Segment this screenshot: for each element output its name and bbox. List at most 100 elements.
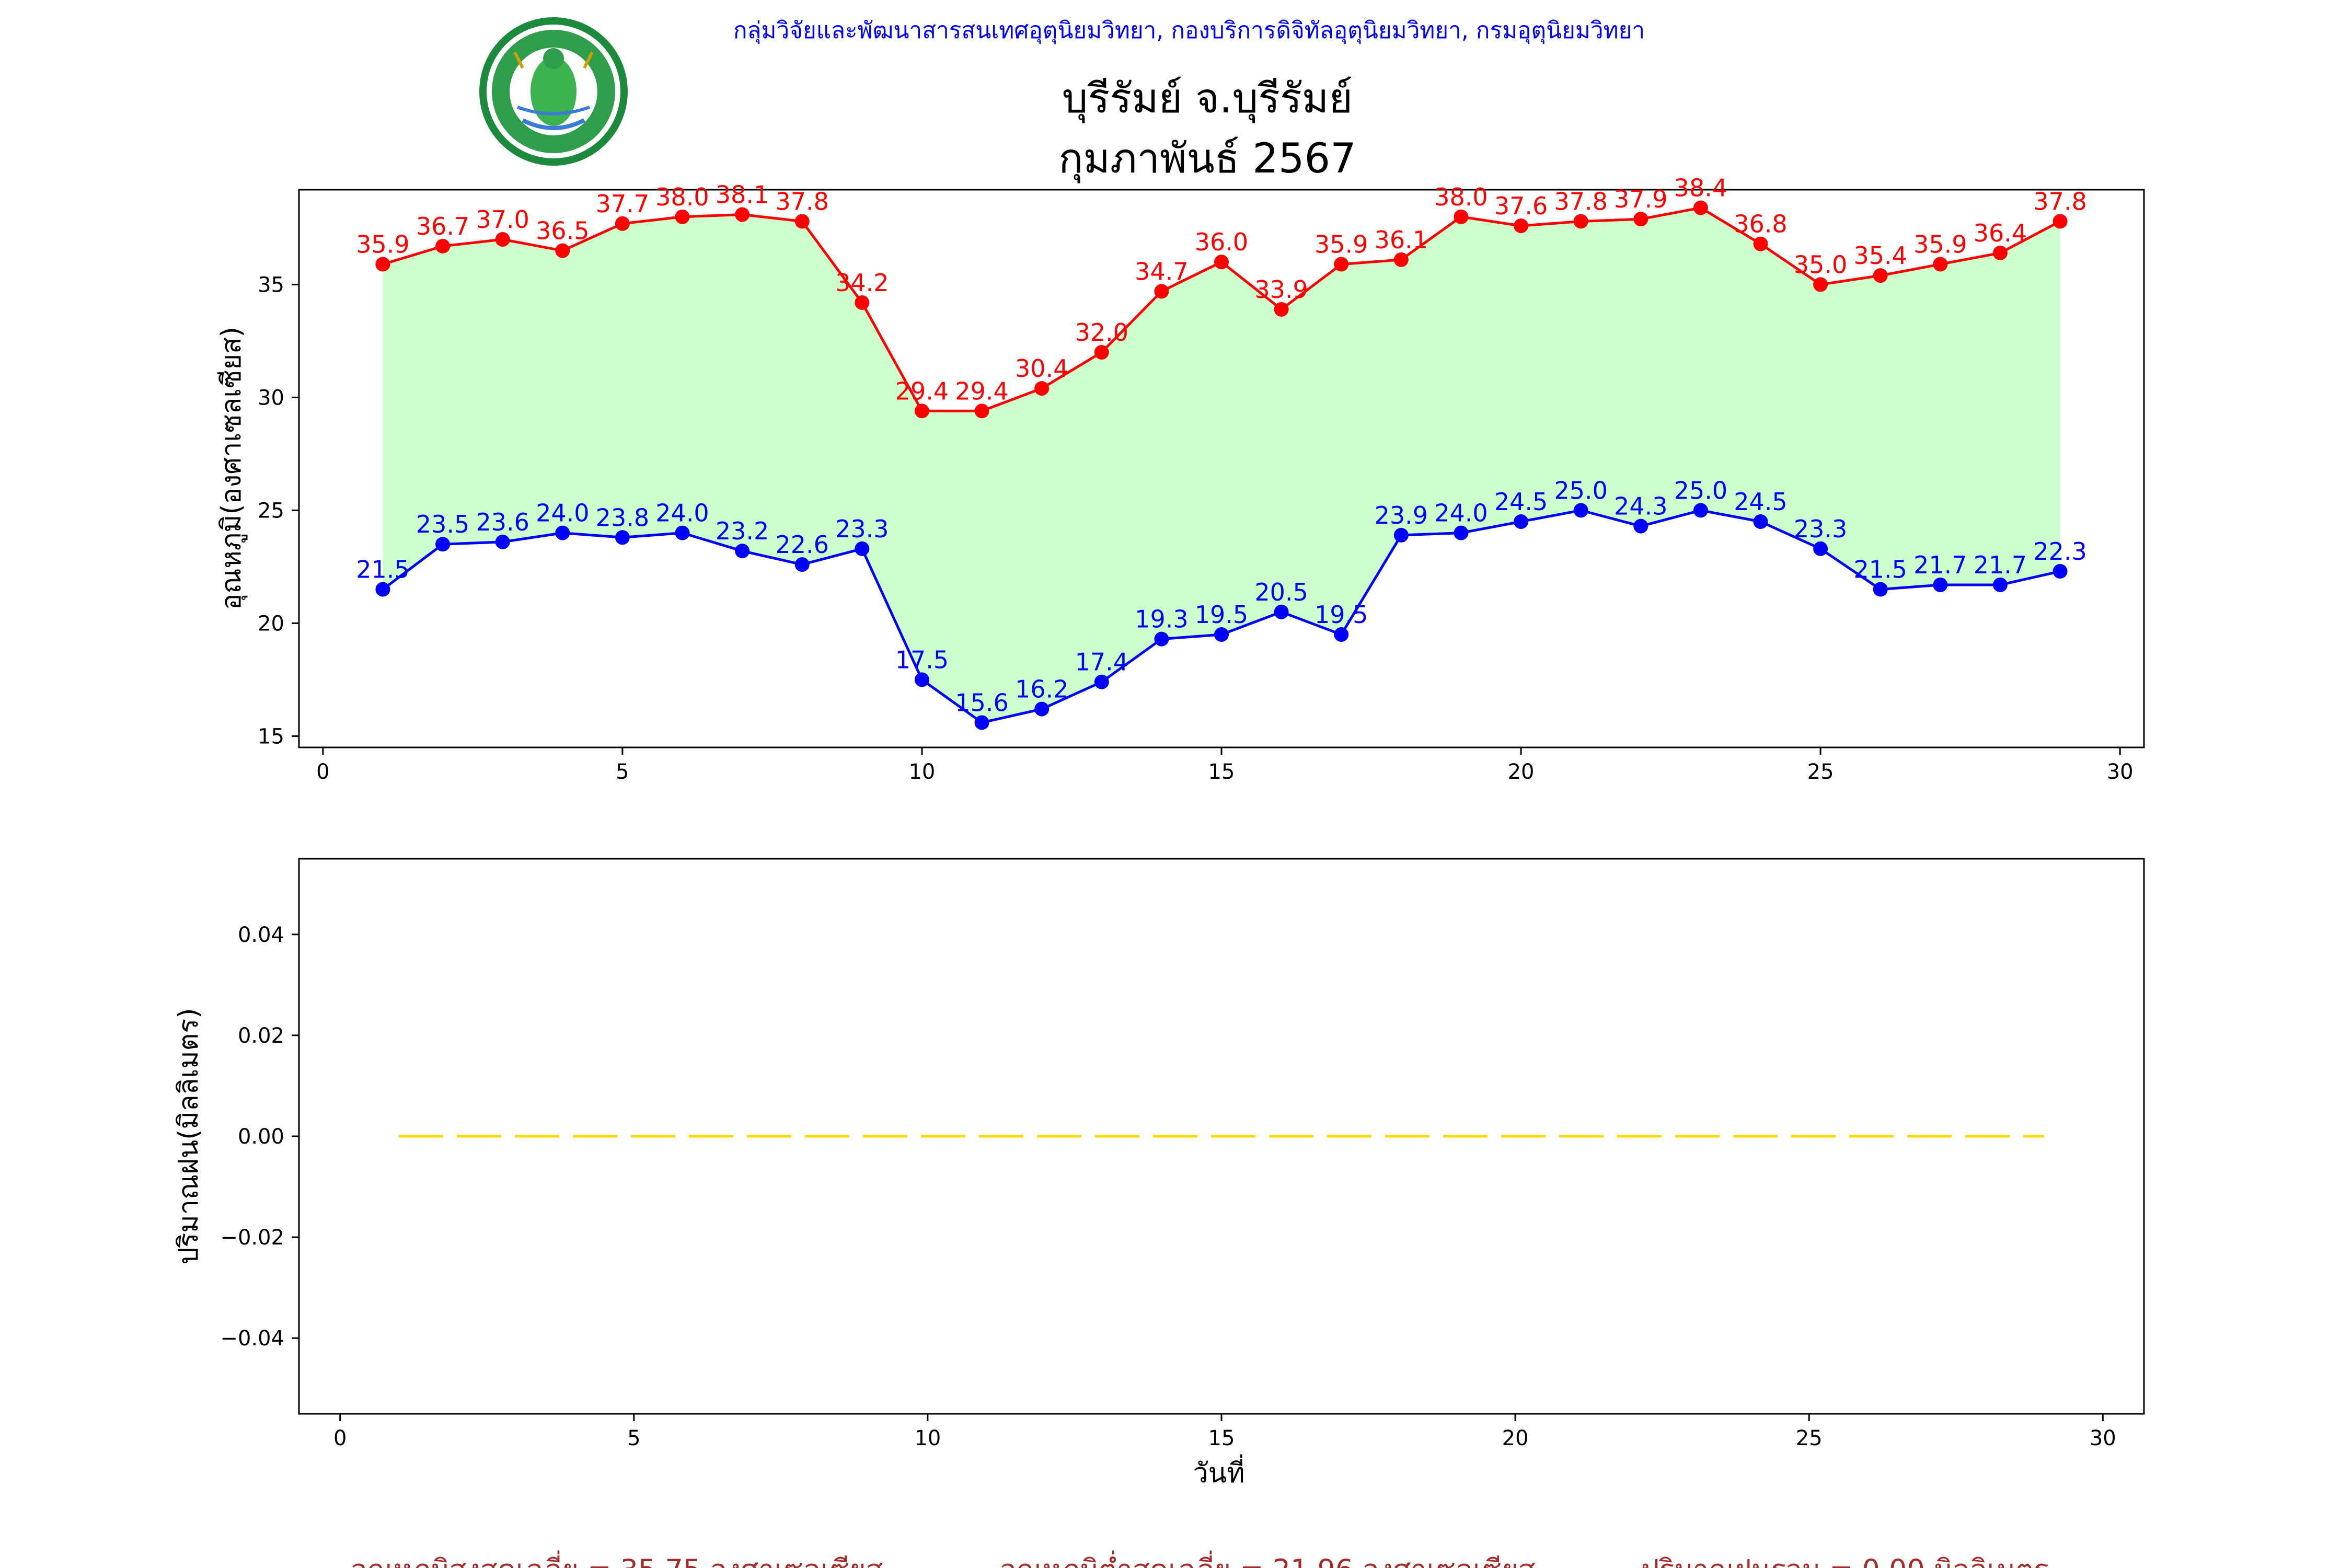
max-temperature-label: 34.7 <box>1135 257 1188 285</box>
max-temperature-point <box>1693 200 1708 215</box>
min-temperature-label: 24.5 <box>1494 488 1548 516</box>
min-temperature-label: 21.5 <box>356 556 409 584</box>
min-temperature-label: 22.3 <box>2033 537 2086 566</box>
temperature-data-labels: 35.936.7 37.0 36.537.7 38.0 38.1 37.834.229.4… <box>356 174 2087 717</box>
min-temperature-point <box>1454 525 1469 540</box>
max-temperature-point <box>1454 209 1469 224</box>
min-temperature-label: 19.3 <box>1135 605 1188 633</box>
x-tick-label: 5 <box>616 760 629 784</box>
x-tick-label: 15 <box>1208 760 1235 784</box>
max-temperature-point <box>1214 255 1229 270</box>
max-temperature-point <box>914 403 929 419</box>
max-temperature-label: 30.4 <box>1015 354 1068 383</box>
min-temperature-label: 25.0 <box>1554 476 1607 504</box>
x-tick-label: 20 <box>1508 760 1535 784</box>
min-temperature-point <box>1753 514 1768 529</box>
max-temperature-label: 36.5 <box>536 217 589 245</box>
min-temperature-point <box>914 672 929 687</box>
min-temperature-label: 19.5 <box>1315 601 1368 629</box>
min-temperature-point <box>1573 503 1588 518</box>
max-temperature-label: 34.2 <box>835 269 889 297</box>
max-temperature-label: 37.8 <box>2033 187 2086 215</box>
min-temperature-point <box>495 534 510 549</box>
max-temperature-point <box>675 209 690 224</box>
min-temperature-label: 23.3 <box>835 515 889 543</box>
min-temperature-label: 21.7 <box>1913 551 1967 579</box>
max-temperature-label: 36.1 <box>1375 226 1428 254</box>
x-tick-label: 20 <box>1502 1426 1529 1450</box>
min-temperature-point <box>555 525 570 540</box>
y-tick-label: 20 <box>258 612 284 636</box>
max-temperature-label: 38.4 <box>1674 174 1727 202</box>
max-temperature-point <box>974 403 989 419</box>
max-temperature-label: 37.6 <box>1494 192 1548 220</box>
max-temperature-point <box>555 243 570 258</box>
min-temperature-label: 24.0 <box>655 499 709 527</box>
min-temperature-point <box>1094 674 1109 689</box>
max-temperature-label: 38.1 <box>716 181 769 209</box>
min-temperature-label: 19.5 <box>1195 601 1248 629</box>
min-temperature-label: 23.6 <box>476 508 529 536</box>
max-temperature-point <box>1514 218 1529 234</box>
min-temperature-point <box>1514 514 1529 529</box>
min-temperature-point <box>855 541 870 556</box>
agency-line: กลุ่มวิจัยและพัฒนาสารสนเทศอุตุนิยมวิทยา,… <box>733 17 1645 44</box>
min-temperature-point <box>1693 503 1708 518</box>
temperature-ticks: 0 5 10 15 20 25 30 15 20 25 30 35 <box>258 273 2134 784</box>
min-temperature-label: 16.2 <box>1015 675 1068 704</box>
max-temperature-point <box>1154 284 1169 299</box>
min-temperature-point <box>735 544 750 559</box>
min-temperature-point <box>435 537 451 552</box>
min-temperature-point <box>375 582 390 597</box>
max-temperature-point <box>1274 302 1289 317</box>
max-temperature-label: 29.4 <box>955 377 1008 405</box>
department-logo <box>479 17 628 166</box>
max-temperature-label: 37.8 <box>776 187 829 215</box>
min-temperature-point <box>1214 627 1229 642</box>
min-temperature-label: 23.9 <box>1375 501 1428 529</box>
range-fill-area <box>383 207 2060 723</box>
x-tick-label: 30 <box>2090 1426 2116 1450</box>
max-temperature-label: 35.9 <box>356 230 409 259</box>
max-temperature-point <box>735 207 750 222</box>
max-temperature-point <box>1633 212 1648 227</box>
max-temperature-label: 37.8 <box>1554 187 1607 215</box>
min-temperature-label: 21.7 <box>1974 551 2027 579</box>
rainfall-panel: 0 5 10 15 20 25 30 0.04 0.02 0.00 −0.02 −0.04 ปริมา… <box>173 858 2145 1489</box>
max-temperature-label: 36.7 <box>416 212 469 240</box>
temperature-range-fill <box>383 207 2060 723</box>
x-tick-label: 25 <box>1796 1426 1823 1450</box>
min-temperature-point <box>1992 577 2008 592</box>
max-temperature-label: 37.7 <box>596 190 649 218</box>
max-temperature-label: 29.4 <box>895 377 949 405</box>
min-temperature-label: 24.0 <box>1434 499 1488 527</box>
min-temperature-point <box>794 557 810 572</box>
x-tick-label: 30 <box>2107 760 2134 784</box>
y-tick-label: 30 <box>258 386 284 410</box>
min-temperature-point <box>1034 701 1050 717</box>
x-tick-label: 5 <box>627 1426 640 1450</box>
x-tick-label: 15 <box>1208 1426 1235 1450</box>
max-temperature-label: 35.9 <box>1913 230 1967 259</box>
y-tick-label: −0.02 <box>220 1226 284 1250</box>
max-temperature-label: 37.9 <box>1614 185 1667 213</box>
min-temperature-label: 17.5 <box>895 645 949 674</box>
max-temperature-label: 35.0 <box>1794 250 1847 279</box>
x-tick-label: 0 <box>333 1426 347 1450</box>
min-temperature-label: 25.0 <box>1674 476 1727 504</box>
rainfall-y-axis-label: ปริมาณฝน(มิลลิเมตร) <box>173 1008 204 1264</box>
y-tick-label: 0.04 <box>238 923 284 947</box>
y-tick-label: 35 <box>258 273 284 297</box>
summary-avg-max: อุณหภูมิสูงสุดเฉลี่ย = 35.75 องศาเซลเซีย… <box>350 1550 883 1568</box>
min-temperature-label: 24.5 <box>1734 488 1787 516</box>
min-temperature-point <box>1873 582 1888 597</box>
min-temperature-label: 23.2 <box>716 517 769 545</box>
min-temperature-point <box>615 530 630 545</box>
rainfall-x-axis-label: วันที่ <box>1193 1454 1244 1489</box>
max-temperature-point <box>615 216 630 231</box>
max-temperature-point <box>1873 268 1888 283</box>
max-temperature-point <box>1393 252 1409 267</box>
max-temperature-point <box>1992 245 2008 260</box>
max-temperature-label: 35.9 <box>1315 230 1368 259</box>
